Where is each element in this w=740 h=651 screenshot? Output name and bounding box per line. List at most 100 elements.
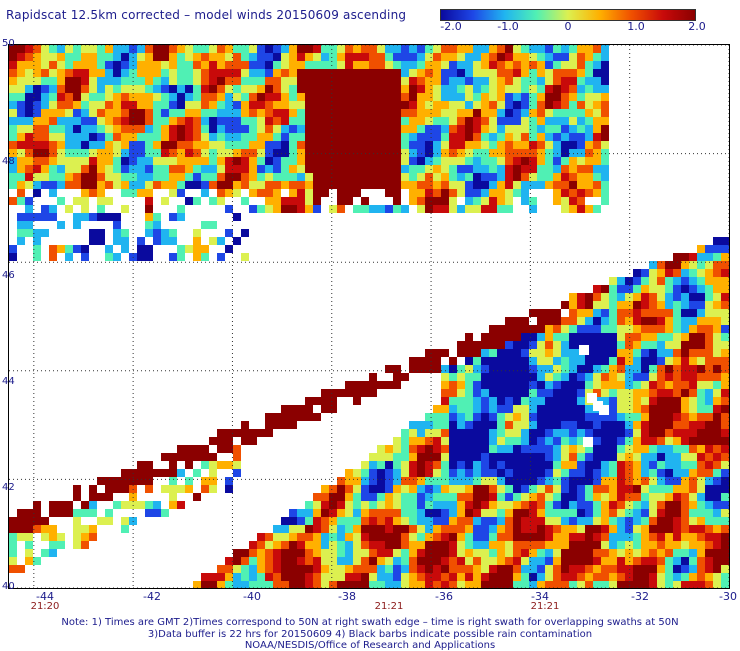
- wind-diff-cell: [321, 189, 329, 197]
- wind-diff-cell: [393, 61, 401, 69]
- wind-diff-cell: [641, 533, 649, 541]
- wind-diff-cell: [521, 77, 529, 85]
- wind-diff-cell: [273, 45, 281, 53]
- wind-diff-cell: [569, 309, 577, 317]
- wind-diff-cell: [553, 53, 561, 61]
- wind-diff-cell: [385, 101, 393, 109]
- wind-diff-cell: [521, 525, 529, 533]
- wind-diff-cell: [705, 381, 713, 389]
- wind-diff-cell: [265, 197, 273, 205]
- wind-difference-map[interactable]: [8, 44, 730, 589]
- wind-diff-cell: [657, 501, 665, 509]
- wind-diff-cell: [225, 141, 233, 149]
- wind-diff-cell: [281, 581, 289, 588]
- wind-diff-cell: [257, 133, 265, 141]
- wind-diff-cell: [633, 517, 641, 525]
- wind-diff-cell: [289, 53, 297, 61]
- wind-diff-cell: [441, 157, 449, 165]
- wind-diff-cell: [529, 373, 537, 381]
- wind-diff-cell: [497, 397, 505, 405]
- wind-diff-cell: [233, 461, 241, 469]
- wind-diff-cell: [697, 269, 705, 277]
- wind-diff-cell: [489, 133, 497, 141]
- wind-diff-cell: [601, 285, 609, 293]
- wind-diff-cell: [361, 69, 369, 77]
- wind-diff-cell: [369, 101, 377, 109]
- wind-diff-cell: [169, 61, 177, 69]
- wind-diff-cell: [329, 157, 337, 165]
- wind-diff-cell: [265, 173, 273, 181]
- wind-diff-cell: [593, 117, 601, 125]
- wind-diff-cell: [481, 485, 489, 493]
- wind-diff-cell: [697, 477, 705, 485]
- wind-diff-cell: [433, 61, 441, 69]
- wind-diff-cell: [697, 493, 705, 501]
- wind-diff-cell: [681, 405, 689, 413]
- wind-diff-cell: [193, 125, 201, 133]
- wind-diff-cell: [641, 413, 649, 421]
- wind-diff-cell: [385, 445, 393, 453]
- wind-diff-cell: [113, 117, 121, 125]
- wind-diff-cell: [465, 133, 473, 141]
- wind-diff-cell: [201, 53, 209, 61]
- wind-diff-cell: [481, 189, 489, 197]
- wind-diff-cell: [225, 573, 233, 581]
- wind-diff-cell: [489, 109, 497, 117]
- wind-diff-cell: [409, 533, 417, 541]
- wind-diff-cell: [601, 581, 609, 588]
- wind-diff-cell: [369, 61, 377, 69]
- wind-diff-cell: [361, 85, 369, 93]
- wind-diff-cell: [49, 125, 57, 133]
- wind-diff-cell: [305, 413, 313, 421]
- wind-diff-cell: [297, 557, 305, 565]
- wind-diff-cell: [265, 61, 273, 69]
- wind-diff-cell: [505, 357, 513, 365]
- wind-diff-cell: [529, 453, 537, 461]
- wind-diff-cell: [393, 93, 401, 101]
- wind-diff-cell: [529, 413, 537, 421]
- wind-diff-cell: [33, 117, 41, 125]
- wind-diff-cell: [721, 389, 729, 397]
- wind-diff-cell: [145, 93, 153, 101]
- wind-diff-cell: [497, 493, 505, 501]
- wind-diff-cell: [209, 573, 217, 581]
- wind-diff-cell: [633, 397, 641, 405]
- wind-diff-cell: [89, 141, 97, 149]
- wind-diff-cell: [697, 381, 705, 389]
- wind-diff-cell: [681, 517, 689, 525]
- wind-diff-cell: [273, 549, 281, 557]
- wind-diff-cell: [641, 357, 649, 365]
- wind-diff-cell: [417, 205, 425, 213]
- wind-diff-cell: [593, 501, 601, 509]
- wind-diff-cell: [201, 453, 209, 461]
- wind-diff-cell: [33, 149, 41, 157]
- wind-diff-cell: [473, 421, 481, 429]
- wind-diff-cell: [377, 509, 385, 517]
- wind-diff-cell: [449, 477, 457, 485]
- wind-diff-cell: [633, 413, 641, 421]
- wind-diff-cell: [657, 437, 665, 445]
- wind-diff-cell: [609, 357, 617, 365]
- wind-diff-cell: [161, 77, 169, 85]
- wind-diff-cell: [273, 141, 281, 149]
- wind-diff-cell: [409, 101, 417, 109]
- wind-diff-cell: [473, 493, 481, 501]
- wind-diff-cell: [673, 581, 681, 588]
- wind-diff-cell: [697, 301, 705, 309]
- wind-diff-cell: [489, 45, 497, 53]
- wind-diff-cell: [633, 573, 641, 581]
- wind-diff-cell: [329, 581, 337, 588]
- wind-diff-cell: [473, 469, 481, 477]
- wind-diff-cell: [97, 229, 105, 237]
- wind-diff-cell: [409, 133, 417, 141]
- wind-diff-cell: [449, 565, 457, 573]
- wind-diff-cell: [489, 445, 497, 453]
- wind-diff-cell: [169, 77, 177, 85]
- wind-diff-cell: [537, 149, 545, 157]
- wind-diff-cell: [369, 205, 377, 213]
- wind-diff-cell: [113, 221, 121, 229]
- wind-diff-cell: [217, 197, 225, 205]
- wind-diff-cell: [401, 101, 409, 109]
- wind-diff-cell: [633, 565, 641, 573]
- wind-diff-cell: [41, 45, 49, 53]
